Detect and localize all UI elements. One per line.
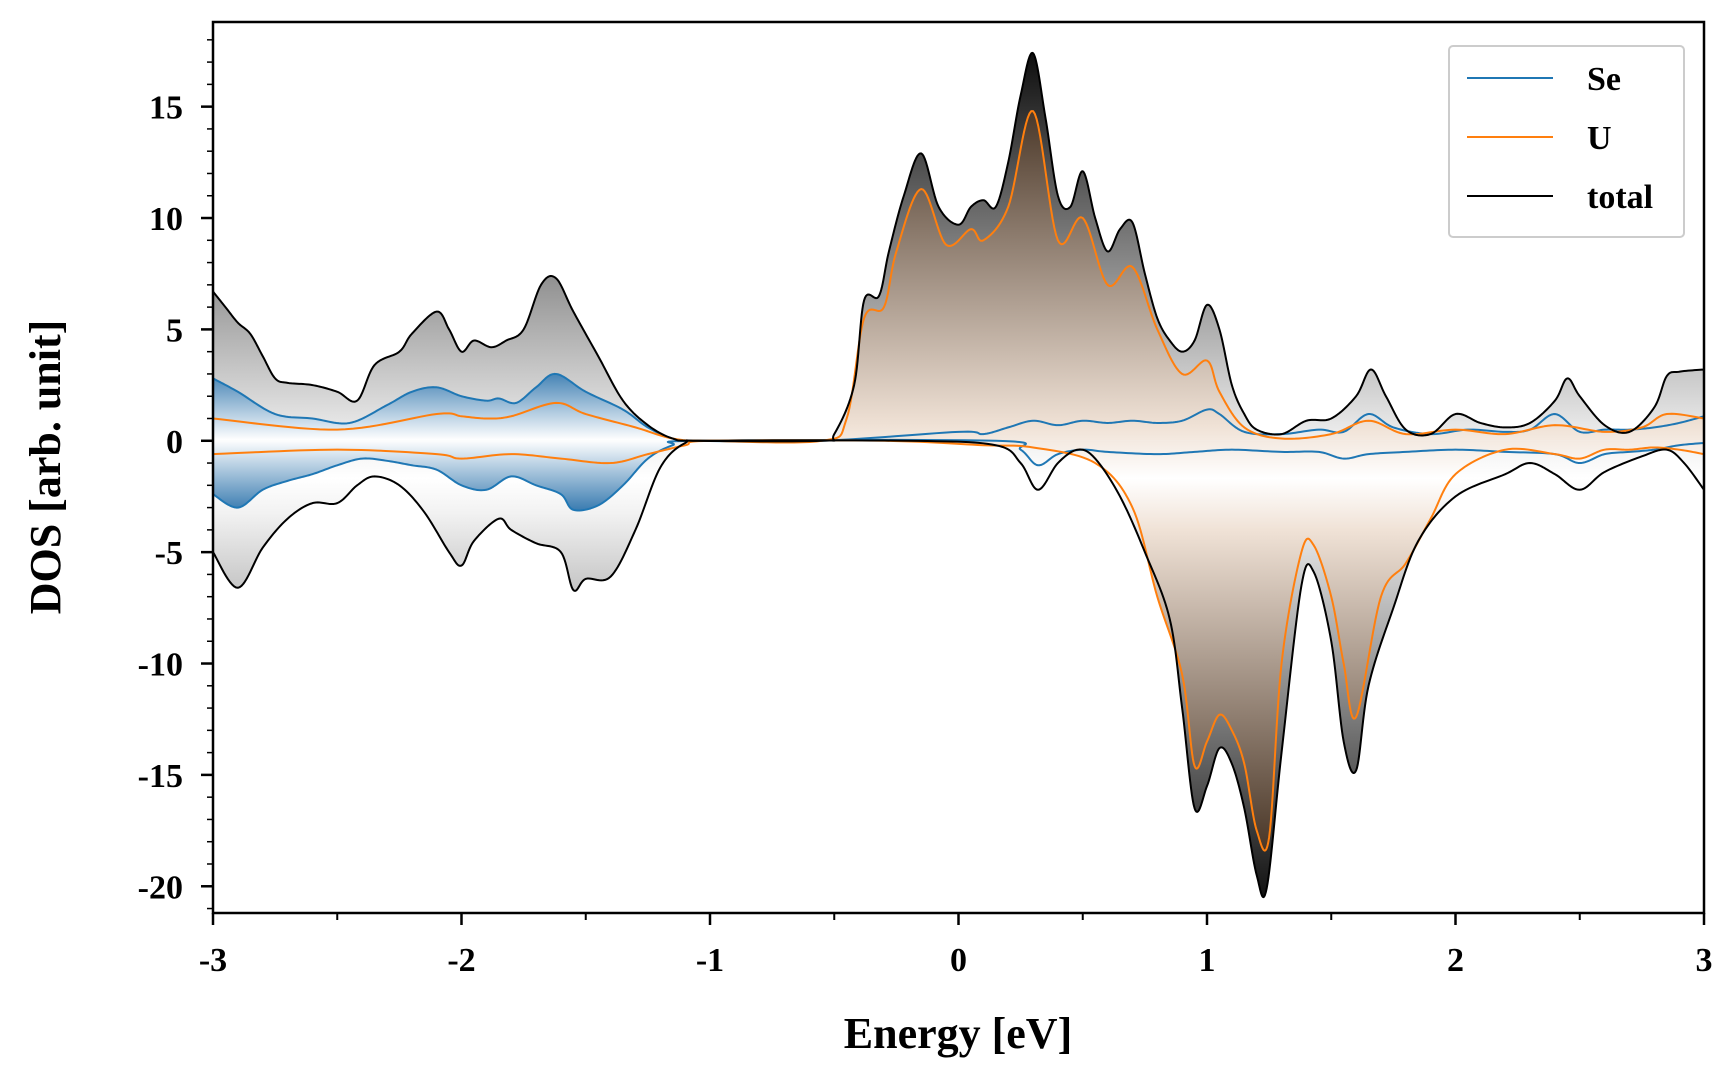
legend-label-se: Se: [1587, 61, 1621, 98]
x-axis: -3 -2 -1 0 1 2 3: [199, 913, 1713, 979]
y-tick-label: 0: [166, 424, 183, 461]
u-fill-up: [821, 111, 1704, 441]
legend-label-u: U: [1587, 120, 1612, 157]
u-fill-down: [835, 440, 1704, 851]
x-tick-label: -2: [447, 942, 475, 979]
y-tick-label: 10: [149, 201, 183, 238]
y-tick-label: -10: [138, 647, 183, 684]
se-line-up: [213, 372, 1704, 443]
x-tick-label: 0: [950, 942, 967, 979]
se-fill-up: [213, 373, 704, 441]
y-axis-title: DOS [arb. unit]: [21, 320, 70, 615]
x-tick-label: 2: [1447, 942, 1464, 979]
plot-area: [213, 51, 1704, 899]
u-line-down: [213, 439, 1704, 852]
x-axis-title: Energy [eV]: [844, 1009, 1073, 1058]
total-line-down: [213, 439, 1704, 899]
x-tick-label: -3: [199, 942, 227, 979]
dos-lines: [213, 51, 1704, 899]
y-tick-label: 5: [166, 312, 183, 349]
x-tick-label: 3: [1696, 942, 1713, 979]
se-fill-down: [213, 440, 698, 511]
y-tick-label: -15: [138, 758, 183, 795]
y-tick-label: 15: [149, 90, 183, 127]
legend: Se U total: [1448, 45, 1685, 238]
y-axis: 15 10 5 0 -5 -10 -15 -20: [138, 39, 213, 910]
total-line-up: [213, 51, 1704, 443]
x-tick-label: 1: [1199, 942, 1216, 979]
legend-label-total: total: [1587, 179, 1653, 216]
total-fill-down: [213, 440, 1704, 898]
x-tick-label: -1: [696, 942, 724, 979]
legend-frame: [1448, 45, 1685, 238]
y-tick-label: -5: [155, 535, 183, 572]
dos-fills: [213, 52, 1704, 898]
y-tick-label: -20: [138, 869, 183, 906]
